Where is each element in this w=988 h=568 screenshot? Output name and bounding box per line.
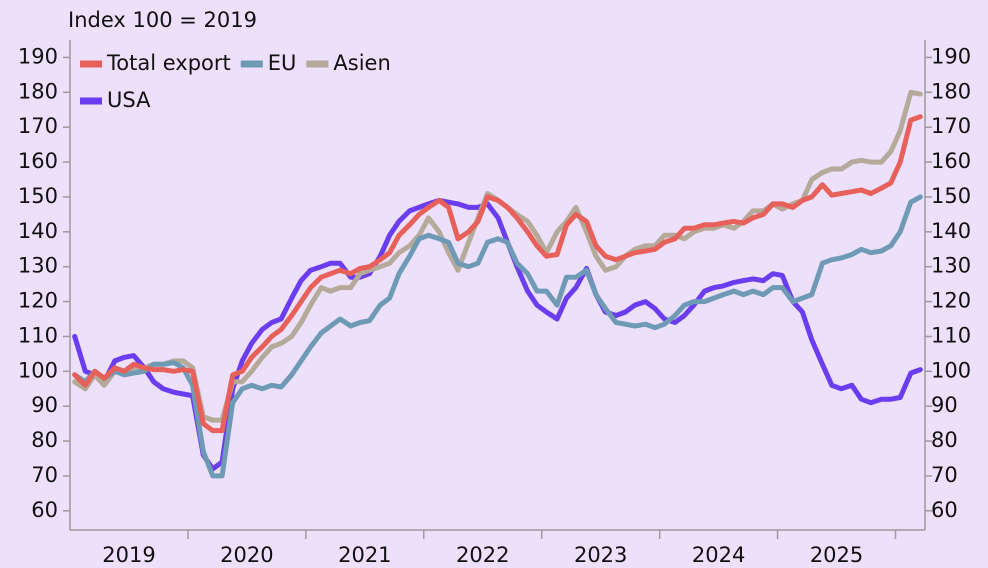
y2-tick-label: 160 xyxy=(931,149,971,173)
series-line xyxy=(72,197,923,472)
y-tick-label: 180 xyxy=(18,79,58,103)
x-tick-label: 2020 xyxy=(220,543,273,567)
y2-tick-label: 190 xyxy=(931,44,971,68)
y-tick-label: 190 xyxy=(18,44,58,68)
legend-label: Asien xyxy=(333,51,390,75)
y2-tick-label: 80 xyxy=(931,428,958,452)
y2-tick-label: 140 xyxy=(931,219,971,243)
x-tick-label: 2025 xyxy=(810,543,863,567)
y-tick-label: 140 xyxy=(18,219,58,243)
y-tick-label: 130 xyxy=(18,254,58,278)
y-tick-label: 80 xyxy=(31,428,58,452)
x-tick-label: 2022 xyxy=(456,543,509,567)
legend-item: USA xyxy=(80,88,151,112)
legend-item: Total export xyxy=(80,51,231,75)
y2-tick-label: 100 xyxy=(931,358,971,382)
y2-tick-label: 90 xyxy=(931,393,958,417)
y-tick-label: 70 xyxy=(31,463,58,487)
legend-label: Total export xyxy=(106,51,231,75)
y2-tick-label: 170 xyxy=(931,114,971,138)
y2-tick-label: 110 xyxy=(931,323,971,347)
y2-tick-label: 180 xyxy=(931,79,971,103)
legend-label: EU xyxy=(268,51,297,75)
legend-item: EU xyxy=(240,51,297,75)
y2-tick-label: 60 xyxy=(931,498,958,522)
y2-tick-label: 150 xyxy=(931,184,971,208)
y-tick-label: 100 xyxy=(18,358,58,382)
x-tick-label: 2019 xyxy=(102,543,155,567)
series-line xyxy=(72,114,923,434)
annotation: Index 100 = 2019 xyxy=(68,8,257,32)
legend-label: USA xyxy=(107,88,151,112)
y-tick-label: 60 xyxy=(31,498,58,522)
legend: Total export EU Asien USA xyxy=(80,51,391,112)
y2-tick-label: 120 xyxy=(931,289,971,313)
x-tick-label: 2021 xyxy=(338,543,391,567)
y2-tick-label: 130 xyxy=(931,254,971,278)
y-tick-label: 160 xyxy=(18,149,58,173)
x-tick-label: 2023 xyxy=(574,543,627,567)
y-tick-label: 120 xyxy=(18,289,58,313)
y-tick-label: 90 xyxy=(31,393,58,417)
series-line xyxy=(72,194,923,479)
y-tick-label: 110 xyxy=(18,323,58,347)
x-tick-label: 2024 xyxy=(692,543,745,567)
legend-item: Asien xyxy=(306,51,391,75)
y-tick-label: 150 xyxy=(18,184,58,208)
y-tick-label: 170 xyxy=(18,114,58,138)
y2-tick-label: 70 xyxy=(931,463,958,487)
